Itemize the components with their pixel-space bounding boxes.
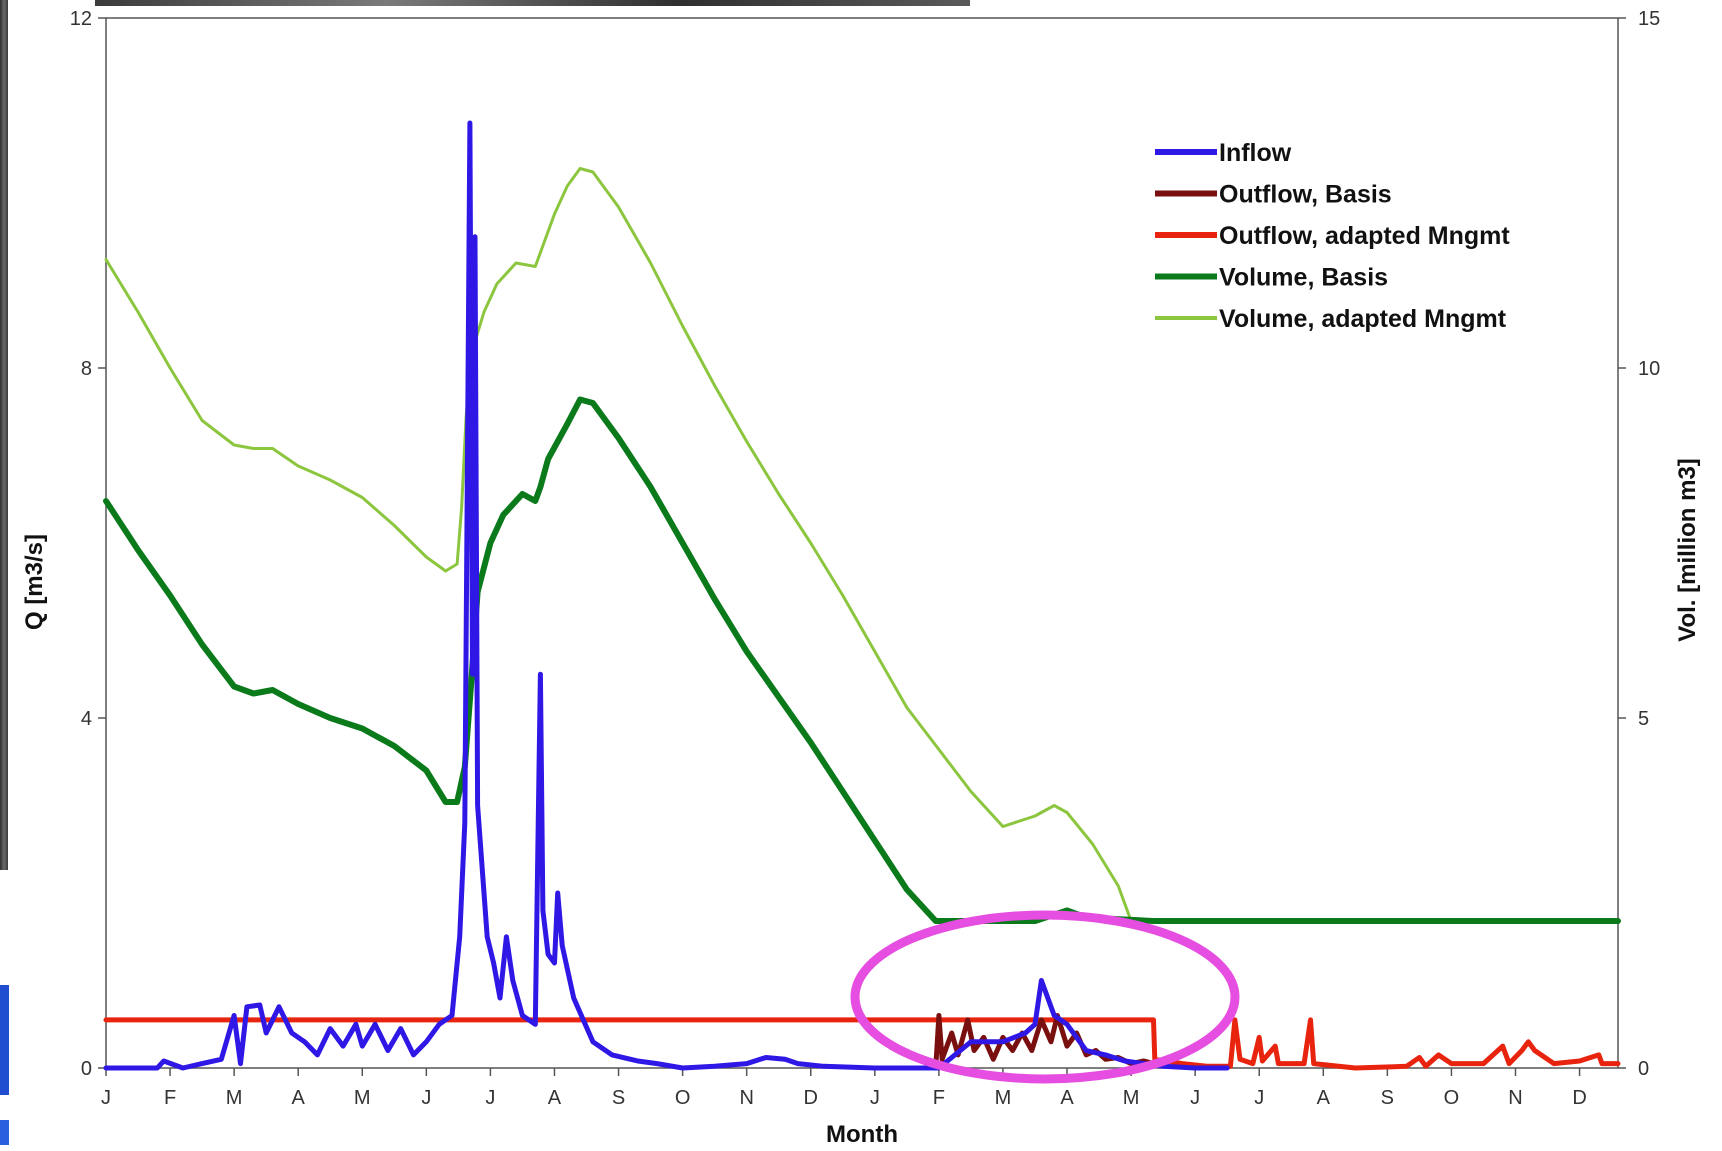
y-left-tick-label: 0 xyxy=(81,1058,92,1080)
y-right-tick-label: 0 xyxy=(1638,1058,1649,1080)
series-group xyxy=(103,120,1621,1071)
y-right-tick-label: 15 xyxy=(1638,8,1660,30)
x-tick-label: F xyxy=(933,1087,945,1109)
series-line-volume-adapted-mngmt xyxy=(104,167,1620,923)
legend-label: Volume, adapted Mngmt xyxy=(1219,305,1507,333)
x-tick-label: D xyxy=(804,1087,818,1109)
x-tick-label: J xyxy=(1190,1087,1200,1109)
background-photo-strip xyxy=(0,0,8,870)
x-tick-label: O xyxy=(1444,1087,1460,1109)
axes-group: 0 4 8 12 0 5 10 15 J F M A M J J A S O N D J F M A M J J A S O N D xyxy=(70,8,1661,1109)
x-tick-label: A xyxy=(1317,1087,1331,1109)
highlight-ellipse xyxy=(850,910,1240,1084)
x-tick-label: M xyxy=(354,1087,371,1109)
y-left-tick-label: 8 xyxy=(81,358,92,380)
y-axis-left-title: Q [m3/s] xyxy=(21,534,48,630)
x-tick-label: F xyxy=(164,1087,176,1109)
y-left-tick-label: 4 xyxy=(81,708,92,730)
logo-fragment-lower xyxy=(0,1120,9,1145)
x-tick-label: A xyxy=(292,1087,306,1109)
x-tick-label: S xyxy=(1381,1087,1394,1109)
x-tick-label: M xyxy=(995,1087,1012,1109)
x-tick-label: J xyxy=(485,1087,495,1109)
x-tick-label: N xyxy=(1508,1087,1522,1109)
x-tick-label: A xyxy=(548,1087,562,1109)
y-axis-right-title: Vol. [million m3] xyxy=(1674,458,1701,642)
legend: Inflow Outflow, Basis Outflow, adapted Mng… xyxy=(1155,139,1510,333)
series-line-outflow-adapted-mngmt xyxy=(103,1017,1621,1071)
x-tick-label: S xyxy=(612,1087,625,1109)
x-tick-label: D xyxy=(1572,1087,1586,1109)
y-left-tick-label: 12 xyxy=(70,8,92,30)
x-tick-label: M xyxy=(226,1087,243,1109)
x-tick-label: N xyxy=(739,1087,753,1109)
y-right-tick-label: 5 xyxy=(1638,708,1649,730)
series-line-inflow xyxy=(103,120,1230,1071)
x-tick-label: J xyxy=(101,1087,111,1109)
x-tick-label: M xyxy=(1123,1087,1140,1109)
x-tick-label: O xyxy=(675,1087,691,1109)
x-tick-label: J xyxy=(870,1087,880,1109)
legend-label: Outflow, Basis xyxy=(1219,181,1392,209)
series-line-volume-basis xyxy=(103,396,1621,924)
plot-frame xyxy=(105,17,1619,1069)
x-tick-label: J xyxy=(1254,1087,1264,1109)
y-right-tick-label: 10 xyxy=(1638,358,1660,380)
legend-label: Inflow xyxy=(1219,139,1292,167)
logo-fragment xyxy=(0,985,9,1095)
x-tick-label: A xyxy=(1060,1087,1074,1109)
legend-label: Volume, Basis xyxy=(1219,264,1388,292)
x-axis-title: Month xyxy=(826,1121,898,1148)
legend-label: Outflow, adapted Mngmt xyxy=(1219,222,1510,250)
background-photo-strip-top xyxy=(95,0,970,6)
x-tick-label: J xyxy=(421,1087,431,1109)
